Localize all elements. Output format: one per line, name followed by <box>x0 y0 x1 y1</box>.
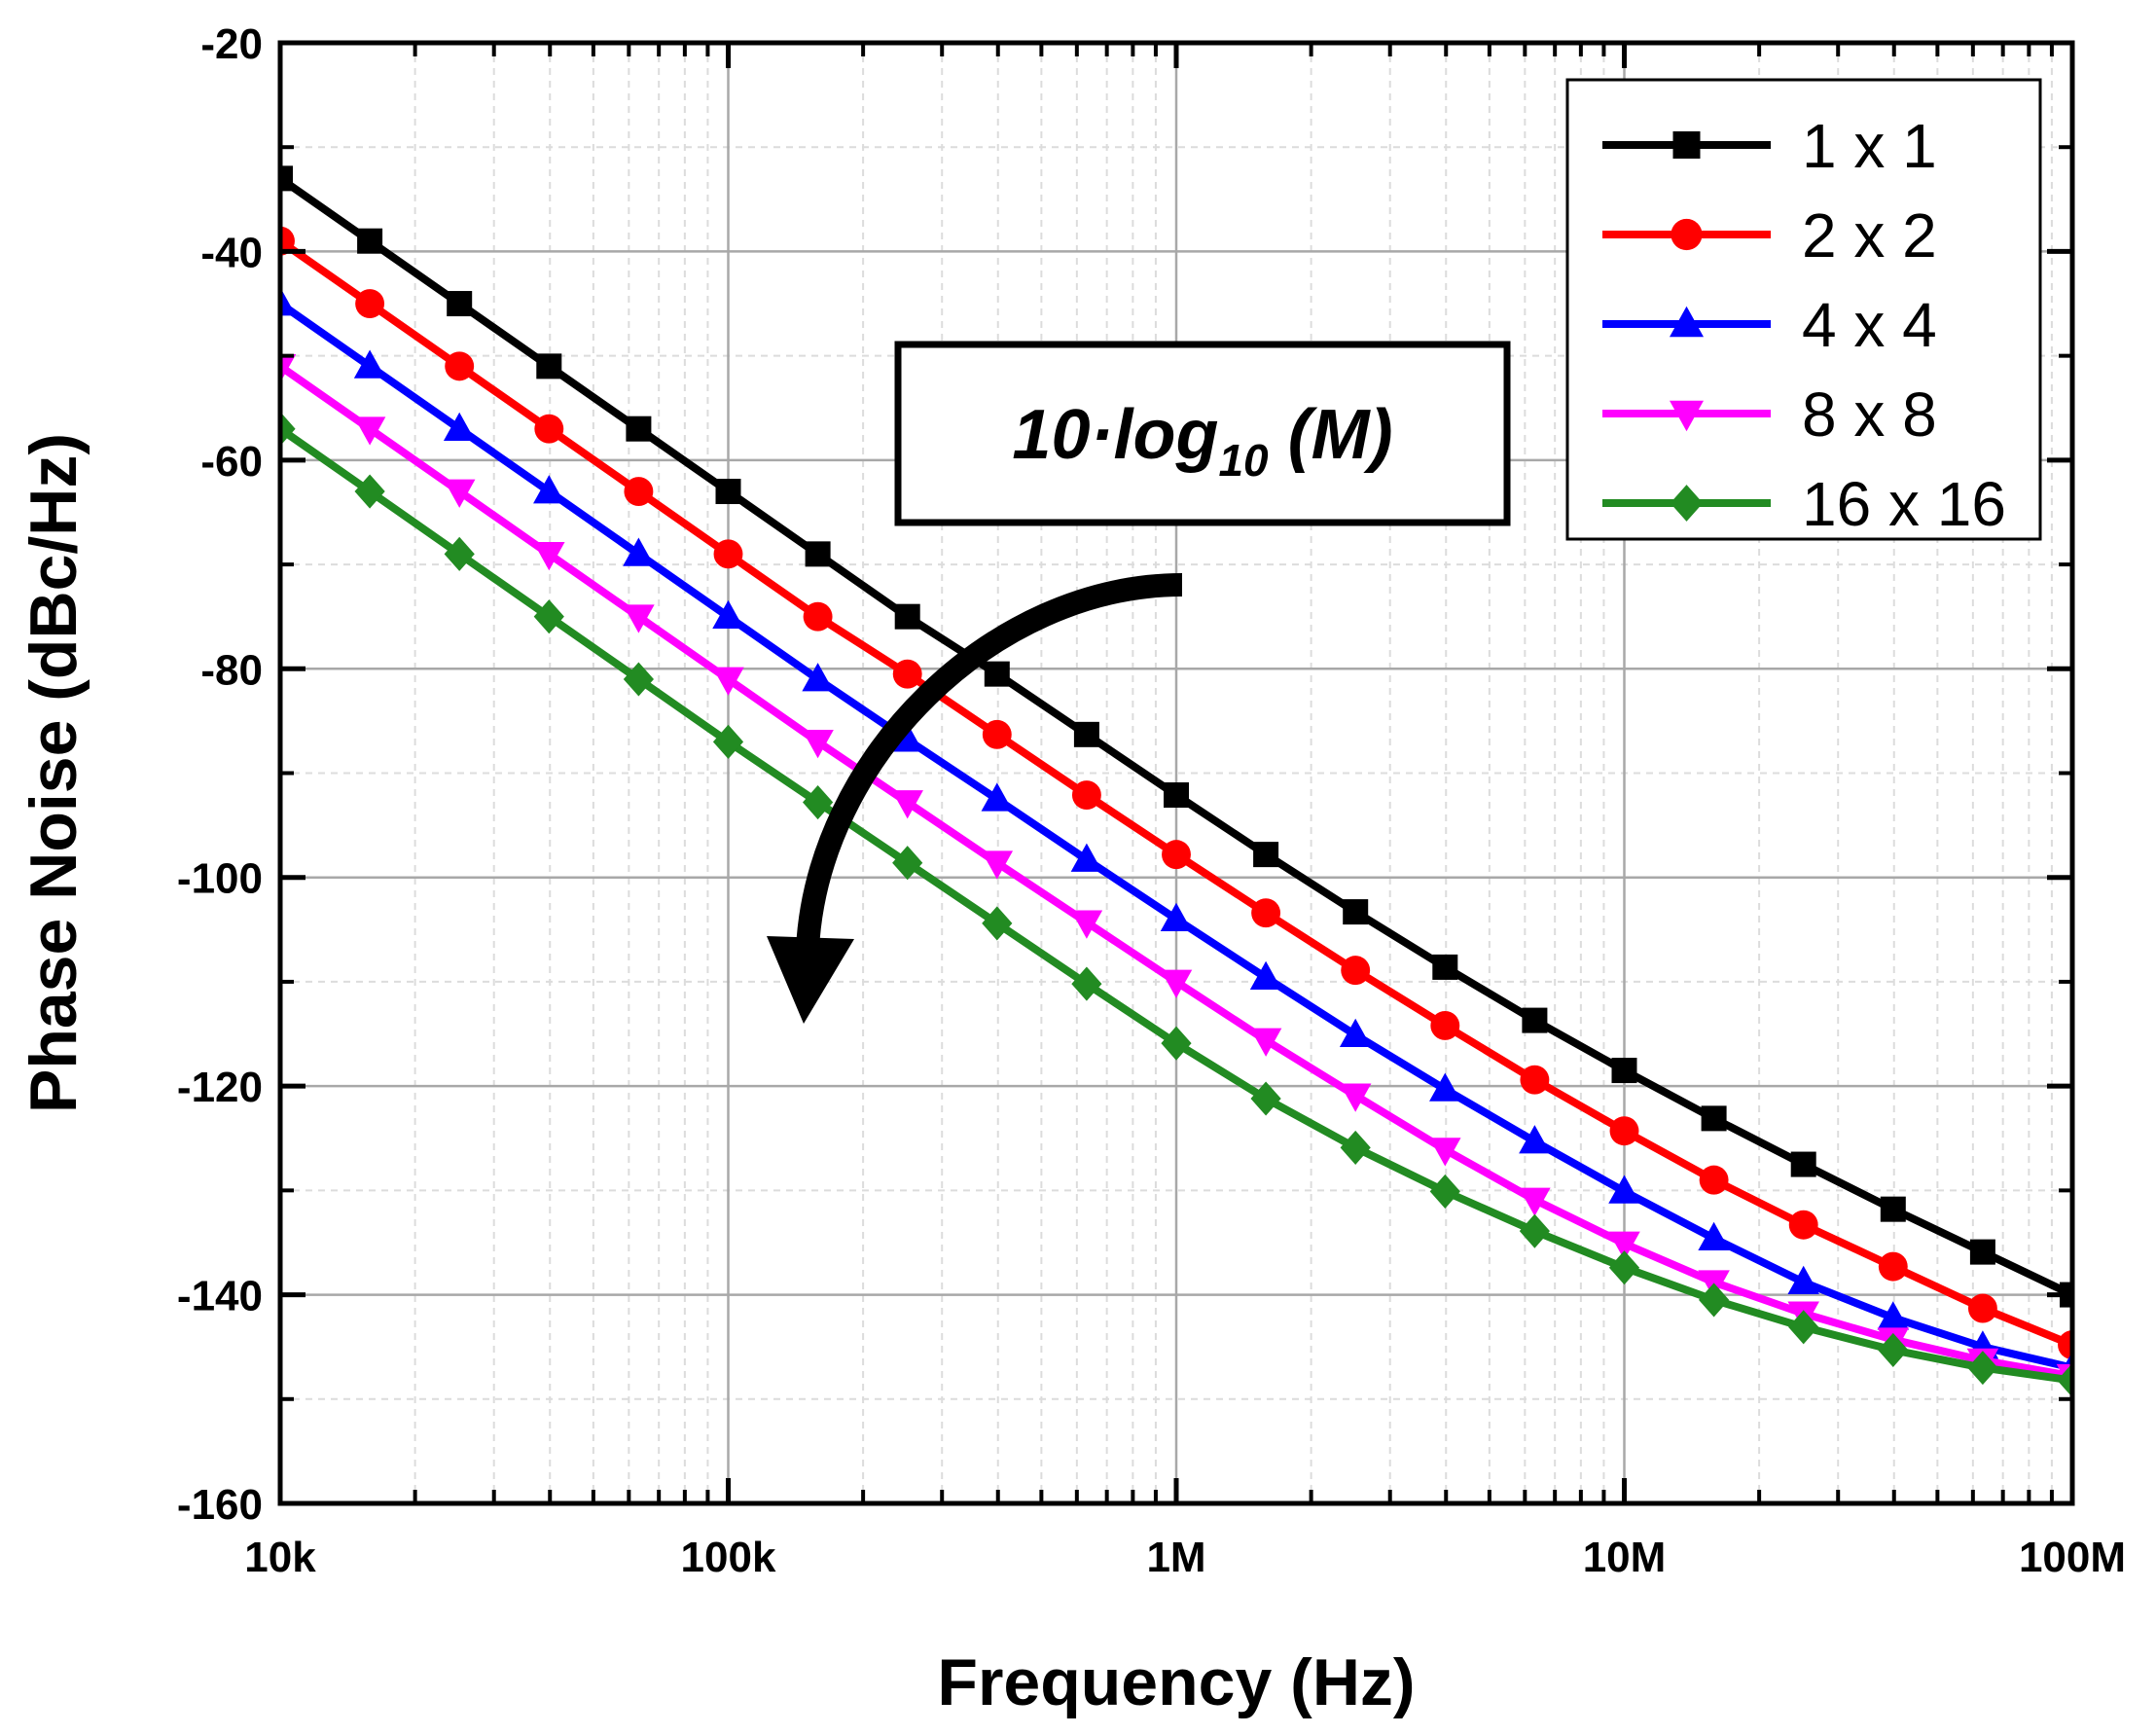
data-point-1x1 <box>985 662 1010 687</box>
data-point-1x1 <box>1612 1058 1637 1083</box>
data-point-1x1 <box>447 291 472 316</box>
data-point-2x2 <box>1251 898 1280 927</box>
data-point-2x2 <box>355 289 384 318</box>
data-point-1x1 <box>1522 1008 1547 1033</box>
x-tick-label: 10M <box>1583 1534 1667 1581</box>
data-point-1x1 <box>1432 955 1457 980</box>
annotation-text: 10·log10 (M) <box>1012 396 1392 486</box>
annotation-main: 10·log <box>1012 396 1218 474</box>
annotation-tail: (M) <box>1269 396 1393 474</box>
data-point-2x2 <box>1430 1011 1459 1040</box>
data-point-2x2 <box>893 660 922 689</box>
data-point-2x2 <box>534 415 563 444</box>
data-point-1x1 <box>716 479 741 504</box>
annotation-subscript: 10 <box>1218 435 1269 486</box>
data-point-2x2 <box>983 720 1012 749</box>
legend-label: 2 x 2 <box>1802 200 1937 271</box>
x-tick-label: 100M <box>2019 1534 2126 1581</box>
y-tick-label: -40 <box>200 229 263 276</box>
data-point-2x2 <box>1162 840 1191 869</box>
data-point-2x2 <box>804 602 833 632</box>
data-point-1x1 <box>806 541 831 566</box>
x-tick-label: 100k <box>681 1534 776 1581</box>
legend-marker <box>1673 131 1701 159</box>
y-axis-title: Phase Noise (dBc/Hz) <box>17 433 90 1113</box>
data-point-1x1 <box>1791 1152 1816 1177</box>
data-point-2x2 <box>1789 1211 1818 1240</box>
data-point-2x2 <box>1341 956 1370 985</box>
data-point-1x1 <box>536 353 561 379</box>
data-point-1x1 <box>1074 722 1099 747</box>
data-point-2x2 <box>714 539 743 568</box>
data-point-1x1 <box>357 229 382 254</box>
data-point-1x1 <box>1253 842 1278 867</box>
legend-marker <box>1671 219 1702 250</box>
legend-label: 4 x 4 <box>1802 290 1937 360</box>
y-tick-label: -120 <box>177 1064 263 1111</box>
data-point-2x2 <box>624 477 653 506</box>
data-point-2x2 <box>1879 1252 1908 1282</box>
y-tick-label: -80 <box>200 646 263 694</box>
phase-noise-chart: 10k 100k 1M 10M 100M -20 -40 -60 -80 -100 -120 -140… <box>0 0 2156 1735</box>
data-point-2x2 <box>1610 1116 1639 1145</box>
y-tick-label: -140 <box>177 1273 263 1320</box>
data-point-1x1 <box>1164 782 1189 808</box>
legend: 1 x 1 2 x 2 4 x 4 8 x 8 16 x 16 <box>1567 80 2040 539</box>
legend-label: 16 x 16 <box>1802 469 2006 539</box>
legend-label: 8 x 8 <box>1802 380 1937 450</box>
data-point-2x2 <box>445 351 474 380</box>
data-point-1x1 <box>1970 1240 1995 1265</box>
y-tick-label: -100 <box>177 855 263 903</box>
data-point-2x2 <box>1968 1294 1997 1323</box>
data-point-1x1 <box>626 416 651 442</box>
y-tick-label: -20 <box>200 20 263 68</box>
annotation-box: 10·log10 (M) <box>898 344 1507 523</box>
x-axis-title: Frequency (Hz) <box>937 1645 1415 1719</box>
data-point-1x1 <box>1343 899 1368 924</box>
y-tick-label: -160 <box>177 1481 263 1529</box>
data-point-2x2 <box>1700 1166 1729 1195</box>
data-point-1x1 <box>895 604 920 630</box>
y-tick-label: -60 <box>200 438 263 486</box>
x-tick-label: 1M <box>1146 1534 1205 1581</box>
data-point-1x1 <box>1881 1197 1906 1222</box>
data-point-1x1 <box>1702 1105 1727 1131</box>
data-point-2x2 <box>1520 1066 1549 1095</box>
legend-label: 1 x 1 <box>1802 111 1937 181</box>
data-point-2x2 <box>1072 780 1101 810</box>
x-tick-label: 10k <box>244 1534 316 1581</box>
